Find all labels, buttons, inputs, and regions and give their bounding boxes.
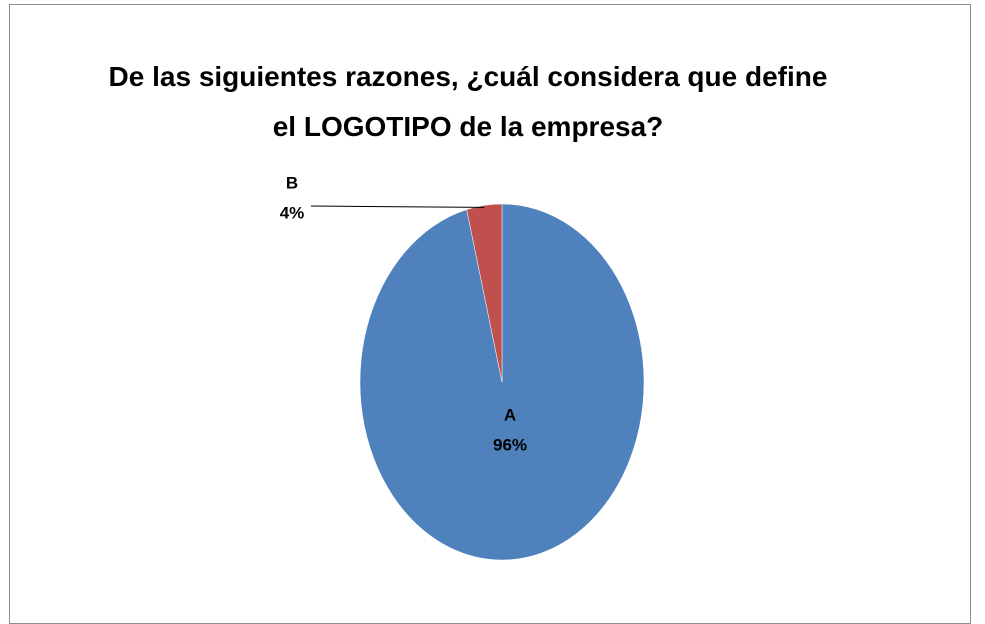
data-label-category: A bbox=[504, 405, 516, 424]
chart: A 96% B 4% bbox=[280, 173, 645, 561]
pie-slice bbox=[466, 203, 503, 383]
chart-title: De las siguientes razones, ¿cuál conside… bbox=[108, 61, 828, 142]
page: De las siguientes razones, ¿cuál conside… bbox=[9, 4, 971, 624]
data-label-value: 4% bbox=[280, 203, 305, 222]
pie-slice bbox=[359, 203, 645, 561]
data-label-value: 96% bbox=[493, 435, 527, 454]
data-label-category: B bbox=[286, 173, 298, 192]
leader-line bbox=[310, 205, 485, 208]
